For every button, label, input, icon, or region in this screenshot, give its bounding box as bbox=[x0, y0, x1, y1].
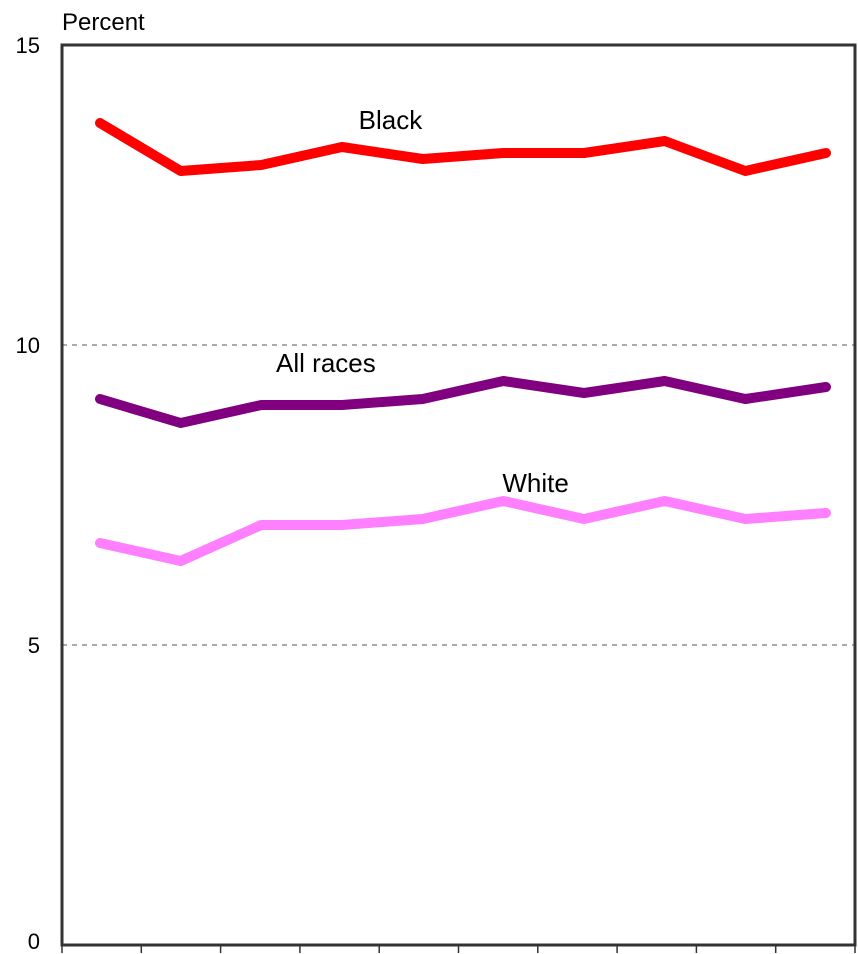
y-tick-label-0: 0 bbox=[28, 929, 40, 954]
series-line-all-races bbox=[95, 376, 831, 428]
y-tick-label-5: 5 bbox=[28, 633, 40, 658]
series-label-white: White bbox=[502, 468, 568, 498]
gridlines bbox=[62, 344, 855, 646]
series-line-black bbox=[95, 118, 831, 176]
y-tick-label-15: 15 bbox=[16, 33, 40, 58]
y-axis-title: Percent bbox=[62, 9, 145, 36]
y-tick-label-10: 10 bbox=[16, 333, 40, 358]
plot-frame bbox=[60, 43, 857, 947]
x-axis-ticks bbox=[61, 945, 856, 953]
series-lines bbox=[95, 118, 831, 566]
series-line-white bbox=[95, 496, 831, 566]
series-label-all-races: All races bbox=[276, 348, 376, 378]
y-axis-tick-labels: 0 5 10 15 bbox=[16, 33, 40, 954]
series-label-black: Black bbox=[359, 105, 424, 135]
series-labels: Black All races White bbox=[276, 105, 569, 498]
